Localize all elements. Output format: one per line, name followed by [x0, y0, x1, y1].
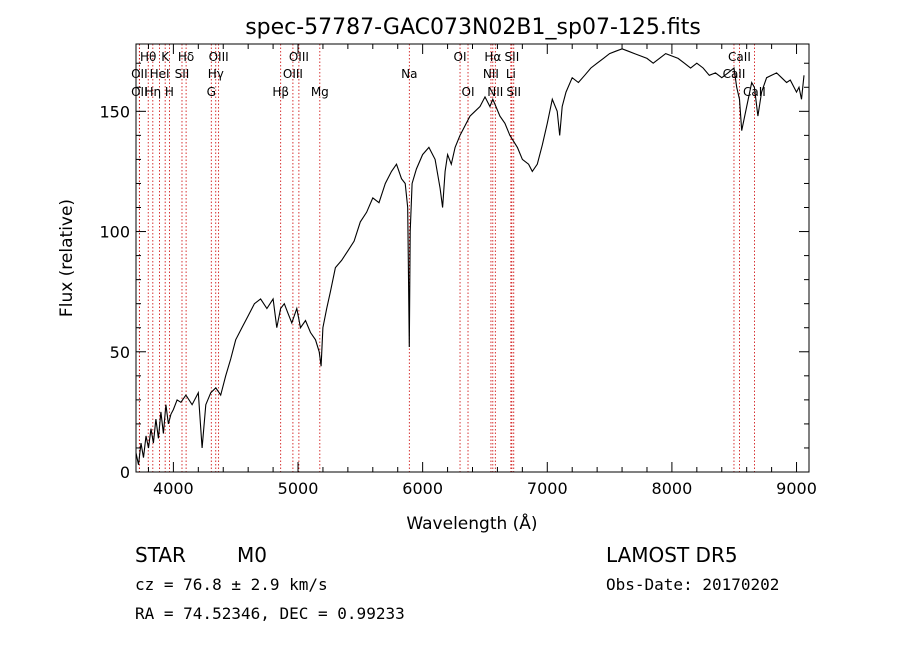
line-label: Hδ	[178, 50, 194, 64]
x-tick-label: 4000	[153, 479, 194, 498]
line-label: Hγ	[208, 67, 224, 81]
line-label: CaII	[723, 67, 746, 81]
emission-line-labels: Hθ K Hδ OIII OIII OI Hα SII CaII OII HeI SII Hγ OIII N…	[131, 50, 766, 99]
object-subclass: M0	[237, 543, 267, 567]
line-label: OII	[131, 67, 148, 81]
line-label: OI	[454, 50, 467, 64]
line-label: OIII	[289, 50, 309, 64]
plot-frame	[135, 43, 810, 473]
line-label: Hα	[484, 50, 501, 64]
line-label: Li	[506, 67, 516, 81]
redshift-text: cz = 76.8 ± 2.9 km/s	[135, 575, 328, 594]
line-label: OI	[462, 85, 475, 99]
spectrum-series-line	[135, 48, 805, 465]
line-label: SII	[175, 67, 190, 81]
x-tick-label: 6000	[402, 479, 443, 498]
y-tick-label: 100	[99, 223, 130, 242]
line-label: Mg	[311, 85, 329, 99]
x-tick-label: 7000	[527, 479, 568, 498]
object-class: STAR	[135, 543, 186, 567]
x-tick-label: 8000	[652, 479, 693, 498]
line-label: CaII	[728, 50, 751, 64]
y-tick-label: 50	[110, 343, 130, 362]
chart-title: spec-57787-GAC073N02B1_sp07-125.fits	[245, 15, 701, 40]
line-label: SII	[505, 50, 520, 64]
line-label: OIII	[283, 67, 303, 81]
line-label: NII	[487, 85, 503, 99]
coordinates: RA = 74.52346, DEC = 0.99233	[135, 604, 405, 623]
emission-line-markers	[138, 44, 755, 472]
line-label: H	[165, 85, 174, 99]
line-label: Hθ	[140, 50, 156, 64]
x-axis-label: Wavelength (Å)	[406, 512, 537, 534]
line-label: SII	[506, 85, 521, 99]
y-tick-label: 0	[120, 463, 130, 482]
line-label: HeI	[150, 67, 170, 81]
line-label: OII	[131, 85, 148, 99]
line-label: OIII	[209, 50, 229, 64]
survey-name: LAMOST DR5	[606, 543, 738, 567]
y-axis: 0 50 100 150	[99, 62, 809, 482]
y-axis-label: Flux (relative)	[57, 199, 77, 317]
line-label: K	[161, 50, 170, 64]
obs-date: Obs-Date: 20170202	[606, 575, 779, 594]
line-label: Hη	[145, 85, 162, 99]
x-axis: 4000 5000 6000 7000 8000 9000	[147, 44, 817, 498]
x-tick-label: 5000	[278, 479, 319, 498]
line-label: Na	[401, 67, 417, 81]
line-label: Hβ	[272, 85, 289, 99]
x-tick-label: 9000	[776, 479, 817, 498]
line-label: NII	[483, 67, 499, 81]
line-label: G	[207, 85, 216, 99]
y-tick-label: 150	[99, 102, 130, 121]
